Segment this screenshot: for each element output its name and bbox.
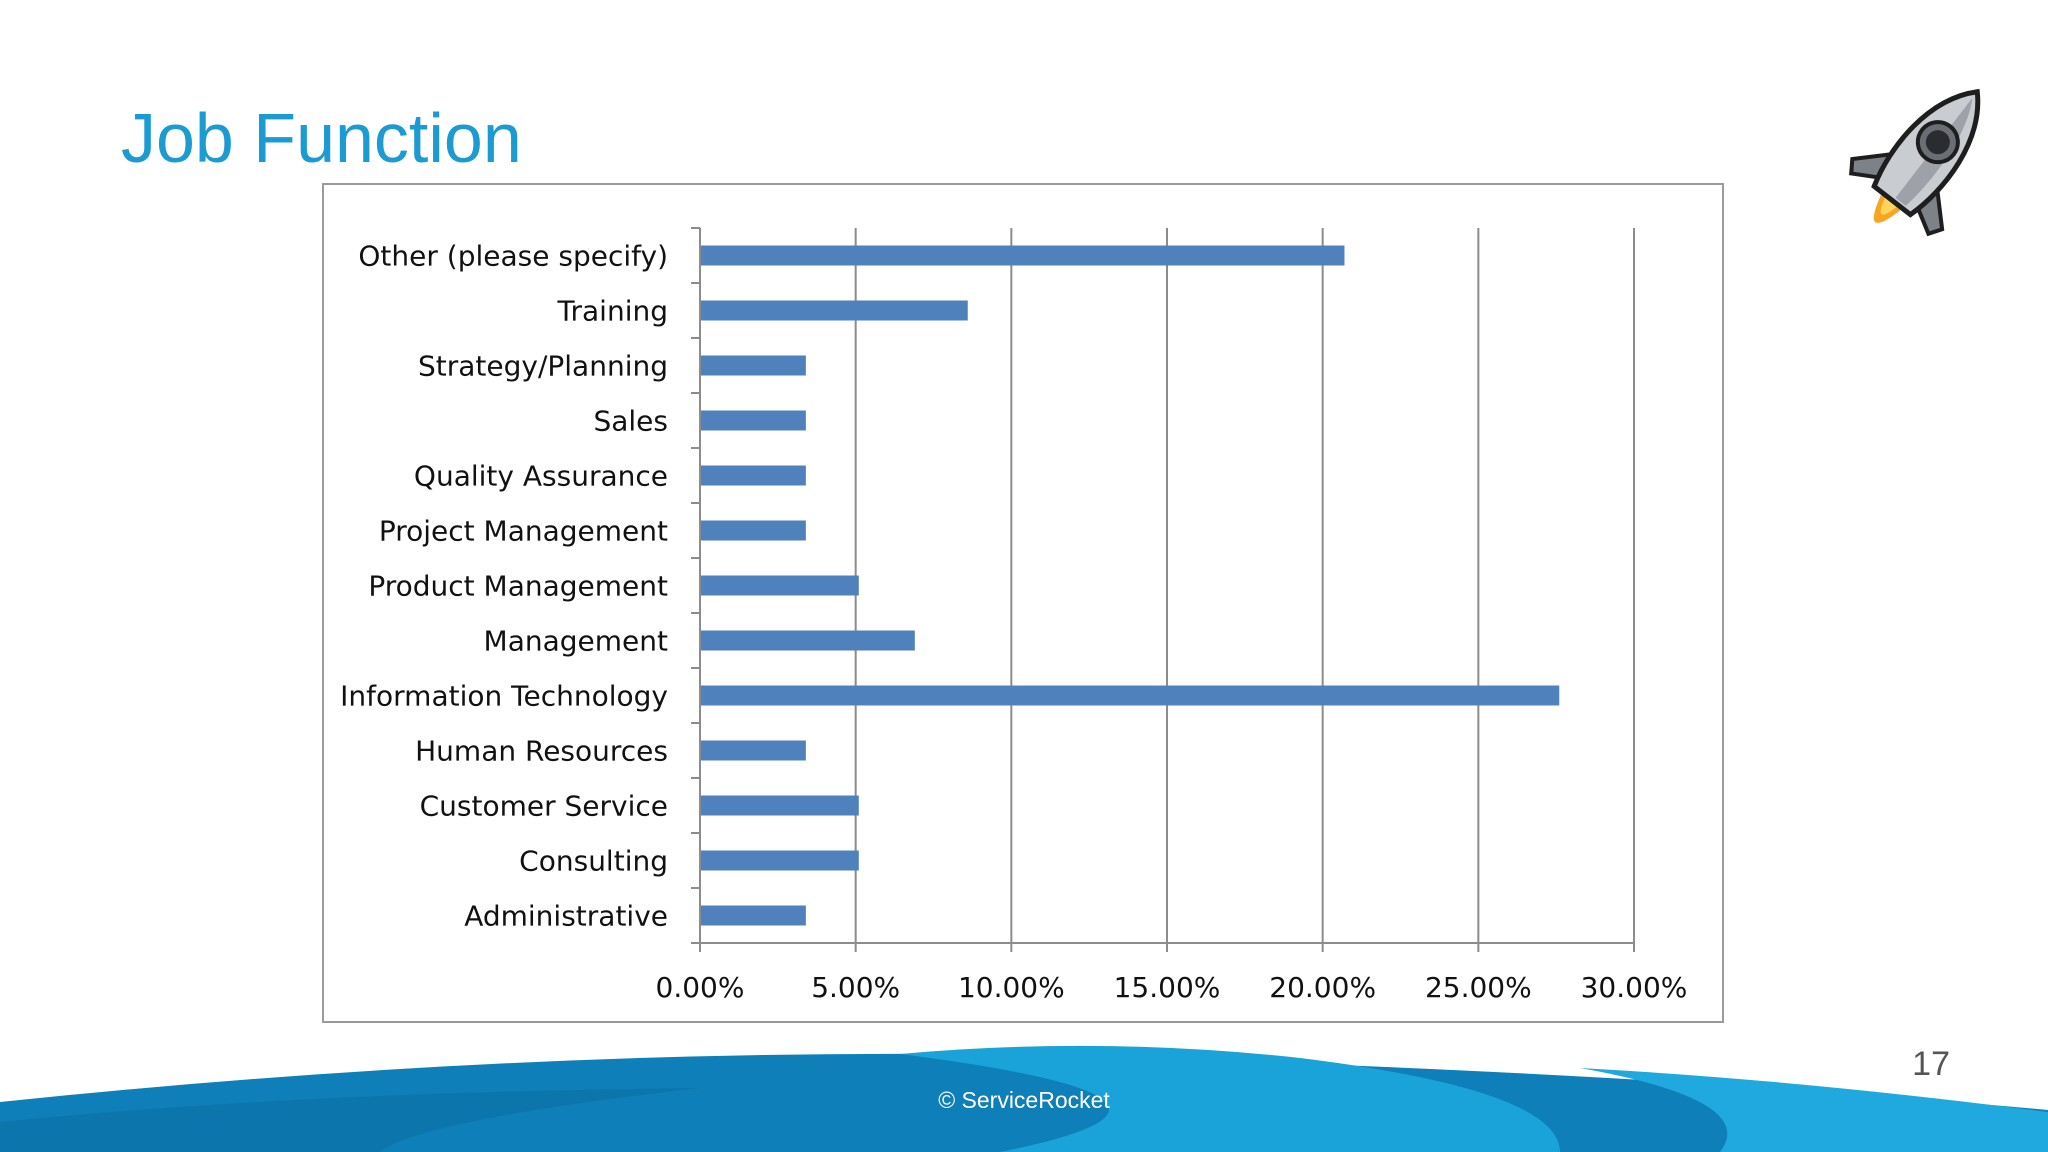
bar	[700, 850, 859, 871]
x-tick-label: 30.00%	[1581, 971, 1688, 1004]
category-label: Consulting	[519, 845, 668, 878]
bar	[700, 685, 1560, 706]
bar	[700, 410, 806, 431]
bar	[700, 245, 1345, 266]
x-tick-label: 10.00%	[958, 971, 1065, 1004]
bar	[700, 575, 859, 596]
x-tick-label: 15.00%	[1114, 971, 1221, 1004]
category-label: Administrative	[464, 900, 668, 933]
category-label: Information Technology	[340, 680, 668, 713]
page-number: 17	[1912, 1045, 1950, 1083]
slide-title: Job Function	[121, 99, 522, 177]
bar	[700, 520, 806, 541]
x-tick-label: 20.00%	[1269, 971, 1376, 1004]
chart-frame: Other (please specify) Training Strategy/P…	[322, 183, 1724, 1023]
x-tick-label: 0.00%	[656, 971, 745, 1004]
category-label: Project Management	[379, 515, 668, 548]
category-label: Sales	[593, 405, 668, 438]
bar-chart: Other (please specify) Training Strategy/P…	[340, 227, 1688, 1004]
x-tick-label: 5.00%	[811, 971, 900, 1004]
footer-wave	[0, 1045, 2048, 1152]
bar	[700, 300, 968, 321]
bar	[700, 630, 915, 651]
category-label: Product Management	[368, 570, 668, 603]
category-label: Management	[484, 625, 668, 658]
category-label: Training	[557, 295, 668, 328]
category-label: Other (please specify)	[358, 240, 668, 273]
copyright-text: © ServiceRocket	[938, 1087, 1110, 1113]
bar	[700, 740, 806, 761]
rocket-icon	[1849, 88, 1981, 237]
category-label: Customer Service	[420, 790, 668, 823]
x-tick-label: 25.00%	[1425, 971, 1532, 1004]
bar	[700, 355, 806, 376]
bar	[700, 465, 806, 486]
bar	[700, 795, 859, 816]
category-label: Quality Assurance	[414, 460, 668, 493]
category-label: Human Resources	[415, 735, 668, 768]
bar	[700, 905, 806, 926]
category-label: Strategy/Planning	[418, 350, 668, 383]
